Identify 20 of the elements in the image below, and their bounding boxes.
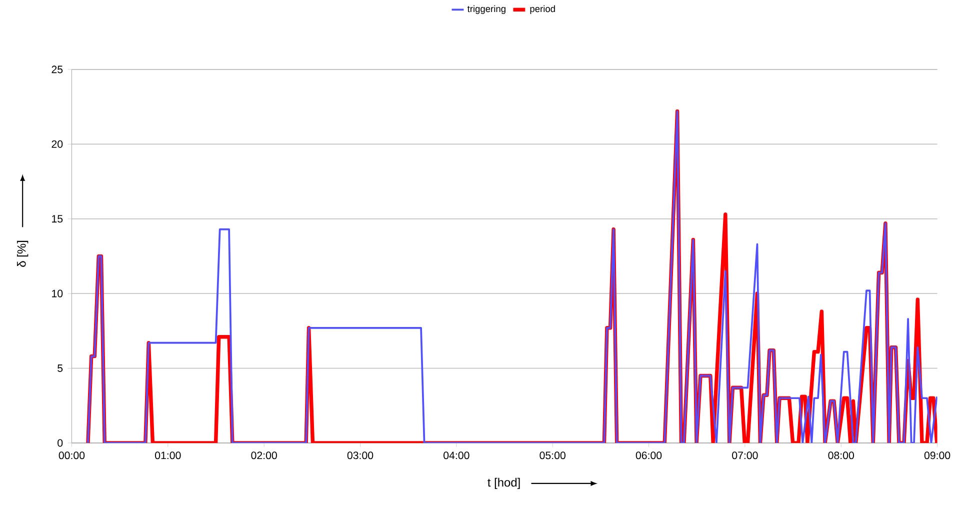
x-tick-label: 08:00 xyxy=(828,452,854,460)
x-axis-title: t [hod] xyxy=(488,478,520,490)
x-tick-label: 06:00 xyxy=(636,452,662,460)
legend-label: triggering xyxy=(467,5,506,14)
x-tick-label: 03:00 xyxy=(347,452,374,460)
x-tick-label: 00:00 xyxy=(58,452,85,460)
legend-label: period xyxy=(530,5,555,14)
y-tick-label: 5 xyxy=(58,364,63,372)
y-tick-label: 25 xyxy=(52,66,63,74)
x-tick-label: 07:00 xyxy=(732,452,758,460)
y-tick-label: 0 xyxy=(58,439,63,447)
y-axis-title: δ [%] xyxy=(17,241,28,267)
y-tick-label: 10 xyxy=(52,290,63,298)
x-tick-label: 01:00 xyxy=(155,452,181,460)
x-tick-label: 04:00 xyxy=(444,452,470,460)
y-tick-label: 15 xyxy=(52,215,63,223)
x-tick-label: 02:00 xyxy=(251,452,277,460)
x-tick-label: 05:00 xyxy=(540,452,566,460)
x-tick-label: 09:00 xyxy=(924,452,950,460)
y-tick-label: 20 xyxy=(52,140,63,148)
